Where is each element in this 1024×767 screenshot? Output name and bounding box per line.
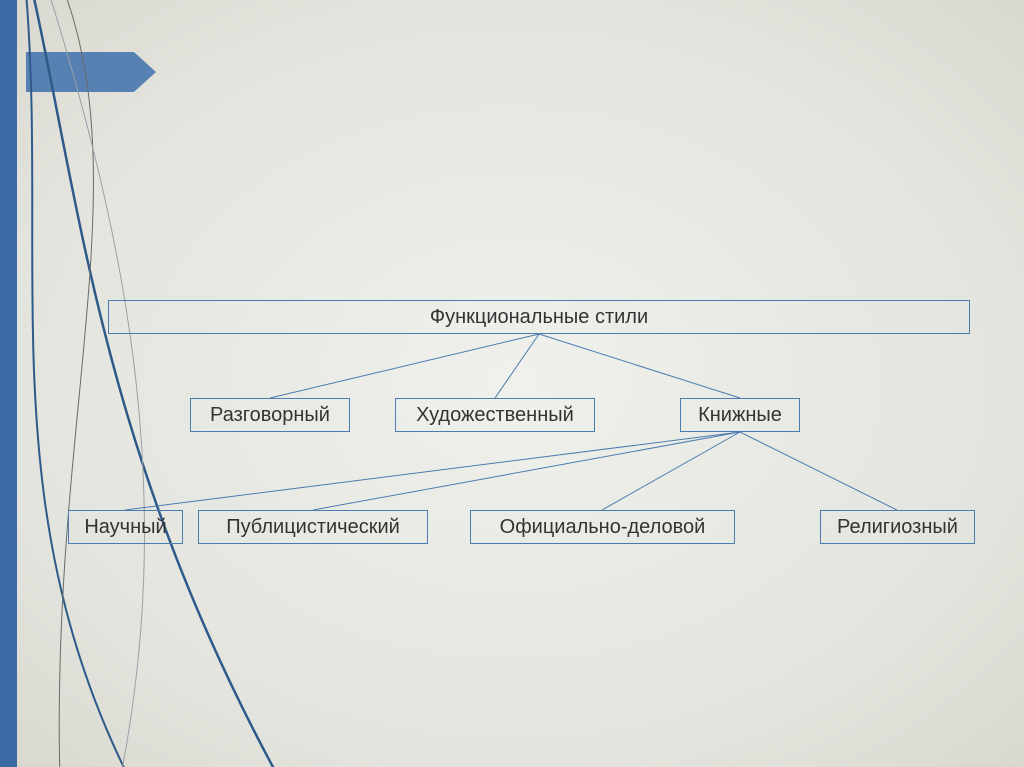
left-accent-bar: [0, 0, 17, 767]
arrow-ribbon-icon: [26, 52, 156, 92]
tree-edge: [313, 432, 740, 510]
tree-node-ofic: Официально-деловой: [470, 510, 735, 544]
tree-edge: [495, 334, 539, 398]
decorative-curve: [25, 0, 130, 767]
tree-node-label: Книжные: [698, 404, 782, 427]
decorative-curve: [30, 0, 280, 767]
tree-node-label: Религиозный: [837, 516, 958, 539]
tree-node-label: Художественный: [416, 404, 574, 427]
tree-node-relig: Религиозный: [820, 510, 975, 544]
tree-node-label: Разговорный: [210, 404, 330, 427]
tree-node-nauch: Научный: [68, 510, 183, 544]
tree-edge: [740, 432, 897, 510]
tree-node-label: Научный: [84, 516, 166, 539]
decorative-curve: [45, 0, 144, 767]
tree-node-label: Функциональные стили: [430, 306, 648, 329]
tree-node-label: Официально-деловой: [500, 516, 706, 539]
decorative-curve: [59, 0, 93, 767]
tree-edge: [539, 334, 740, 398]
tree-node-root: Функциональные стили: [108, 300, 970, 334]
tree-node-publ: Публицистический: [198, 510, 428, 544]
tree-edge: [602, 432, 740, 510]
tree-node-hud: Художественный: [395, 398, 595, 432]
tree-node-label: Публицистический: [226, 516, 400, 539]
tree-edge: [125, 432, 740, 510]
tree-edge: [270, 334, 539, 398]
decorative-curves: [0, 0, 1024, 767]
tree-node-knizh: Книжные: [680, 398, 800, 432]
tree-connectors: [0, 0, 1024, 767]
tree-node-razg: Разговорный: [190, 398, 350, 432]
